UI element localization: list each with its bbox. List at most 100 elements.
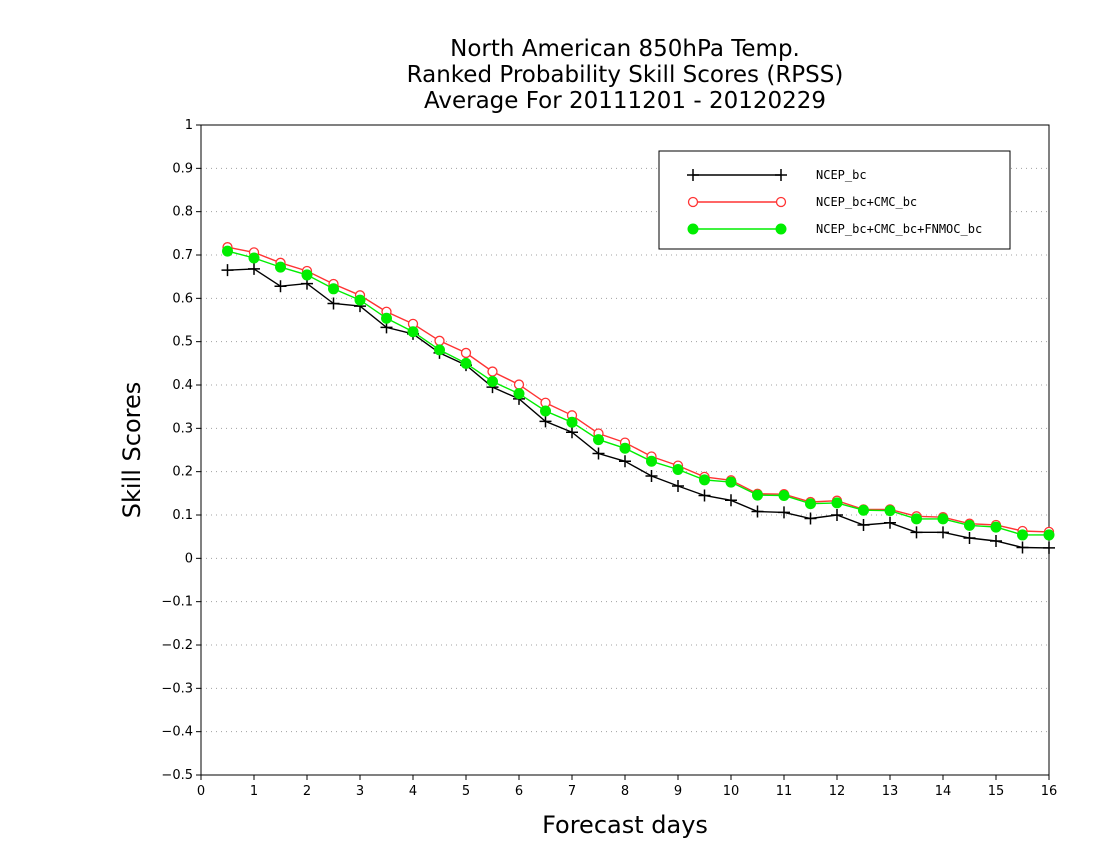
data-point — [857, 518, 870, 531]
data-point — [487, 366, 498, 377]
data-point — [381, 312, 392, 324]
x-tick-label: 8 — [621, 784, 629, 799]
data-point — [778, 506, 790, 519]
data-point — [513, 379, 525, 390]
y-tick-label: 0.2 — [172, 465, 193, 480]
data-point — [275, 261, 286, 273]
data-point — [566, 416, 578, 428]
x-tick-label: 15 — [988, 784, 1005, 799]
data-point — [1043, 529, 1055, 541]
data-point — [1016, 541, 1029, 554]
data-point — [1017, 529, 1028, 541]
legend-label: NCEP_bc — [816, 168, 867, 182]
data-point — [434, 344, 445, 356]
legend-entries: NCEP_bc NCEP_bc+CMC_bc NCEP_bc+CMC_bc+FNMO… — [687, 168, 982, 236]
x-tick-label: 9 — [674, 784, 682, 799]
y-tick-label: 0.3 — [172, 421, 193, 436]
data-point — [248, 252, 260, 264]
data-point — [805, 498, 816, 510]
y-tick-label: −0.3 — [161, 681, 193, 696]
data-point — [884, 505, 896, 517]
data-point — [964, 519, 975, 531]
y-tick-label: 0.4 — [172, 378, 193, 393]
data-point — [672, 479, 684, 492]
data-point — [752, 489, 763, 501]
data-point — [672, 464, 684, 475]
chart-title-line-1: North American 850hPa Temp. — [450, 36, 800, 62]
data-point — [592, 447, 605, 460]
series-line — [227, 250, 1049, 536]
data-point — [222, 245, 233, 257]
chart-title-line-2: Ranked Probability Skill Scores (RPSS) — [406, 62, 844, 88]
y-axis-label: Skill Scores — [118, 382, 146, 519]
x-tick-label: 4 — [409, 784, 417, 799]
legend-entry: NCEP_bc+CMC_bc+FNMOC_bc — [687, 222, 982, 236]
data-point — [327, 297, 340, 310]
data-point — [619, 455, 631, 468]
y-tick-label: −0.5 — [161, 768, 193, 783]
data-point — [699, 474, 710, 486]
legend-entry: NCEP_bc — [687, 168, 867, 182]
x-tick-label: 0 — [197, 784, 205, 799]
data-point — [778, 490, 790, 501]
data-point — [646, 455, 657, 467]
data-point — [937, 513, 949, 525]
legend-label: NCEP_bc+CMC_bc+FNMOC_bc — [816, 222, 982, 236]
y-tick-label: 1 — [185, 118, 193, 133]
chart-title: North American 850hPa Temp. Ranked Proba… — [0, 36, 1100, 114]
legend-marker — [687, 223, 699, 235]
x-tick-label: 12 — [829, 784, 846, 799]
data-point — [910, 526, 923, 539]
y-tick-label: 0.8 — [172, 205, 193, 220]
y-tick-label: −0.2 — [161, 638, 193, 653]
legend-marker — [775, 223, 787, 235]
data-point — [751, 505, 764, 518]
data-point — [911, 513, 922, 525]
series-ncep-bc — [221, 262, 1055, 554]
data-point — [645, 470, 658, 482]
data-point — [619, 442, 631, 454]
series-line — [227, 246, 1050, 533]
data-point — [884, 516, 896, 529]
data-point — [990, 535, 1002, 547]
data-point — [698, 489, 711, 502]
x-tick-label: 6 — [515, 784, 523, 799]
data-point — [460, 347, 472, 359]
data-point — [566, 426, 578, 439]
data-point — [434, 335, 445, 346]
data-series — [221, 242, 1055, 554]
axes: −0.5 −0.4 −0.3 −0.2 −0.1 0 0.1 0.2 0.3 0.4 0.5 0.6 0… — [161, 118, 1057, 799]
data-point — [328, 283, 339, 295]
legend-marker — [687, 196, 699, 208]
x-tick-label: 14 — [935, 784, 952, 799]
x-tick-label: 1 — [250, 784, 258, 799]
data-point — [301, 269, 313, 281]
data-point — [539, 415, 552, 428]
x-tick-label: 2 — [303, 784, 311, 799]
series-ncep-bc-cmc-bc-fnmoc-bc — [222, 245, 1055, 541]
legend-marker — [687, 169, 699, 181]
y-tick-label: −0.1 — [161, 595, 193, 610]
data-point — [460, 357, 472, 369]
legend-entry: NCEP_bc+CMC_bc — [687, 195, 917, 209]
data-point — [274, 280, 287, 293]
data-point — [248, 262, 260, 275]
data-point — [990, 521, 1002, 533]
y-tick-label: 0.6 — [172, 291, 193, 306]
data-point — [725, 476, 737, 488]
x-tick-label: 13 — [882, 784, 899, 799]
y-tick-label: 0.1 — [172, 508, 193, 523]
y-tick-label: 0.7 — [172, 248, 193, 263]
data-point — [221, 264, 234, 277]
data-point — [593, 434, 604, 446]
data-point — [487, 376, 498, 388]
data-point — [831, 509, 843, 521]
x-tick-label: 5 — [462, 784, 470, 799]
data-point — [540, 405, 551, 417]
y-tick-label: 0 — [185, 551, 193, 566]
legend: NCEP_bc NCEP_bc+CMC_bc NCEP_bc+CMC_bc+FNMO… — [658, 150, 1011, 250]
legend-box — [658, 150, 1011, 250]
data-point — [725, 494, 737, 507]
data-point — [407, 326, 419, 338]
